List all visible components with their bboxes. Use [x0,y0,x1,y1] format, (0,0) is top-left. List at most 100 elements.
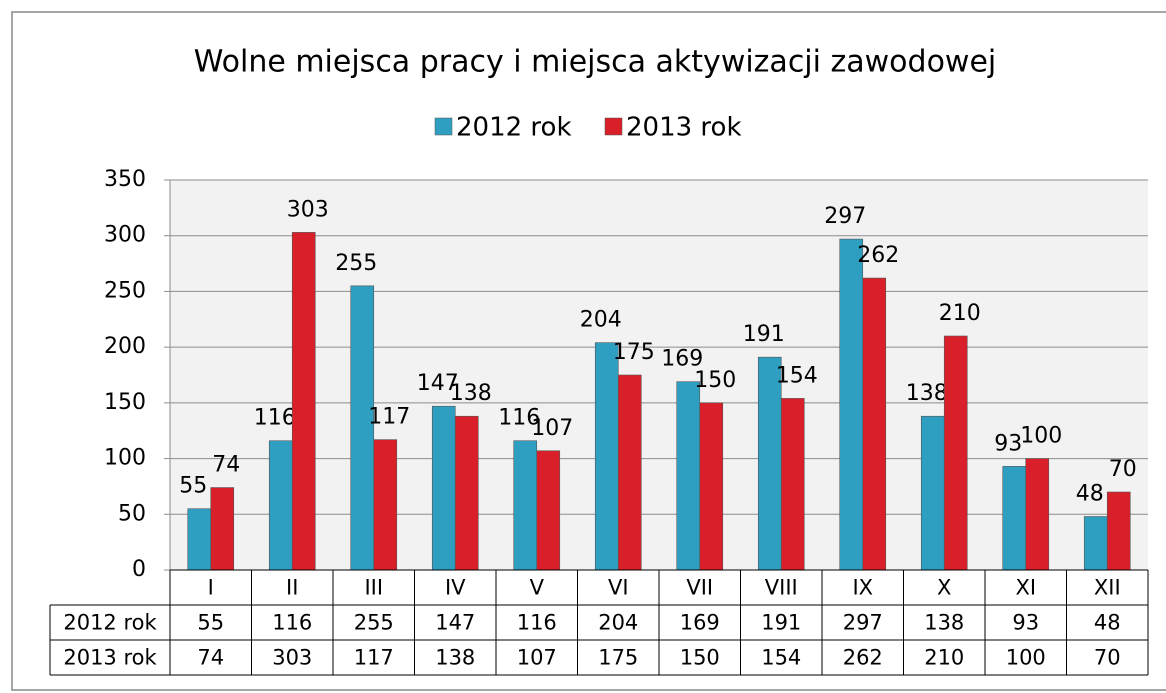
table-row-label: 2012 rok [63,611,157,635]
bar [373,439,398,571]
table-cell: 150 [680,646,720,670]
data-label: 55 [179,474,207,499]
table-cell: 116 [517,611,557,635]
data-label: 117 [368,405,410,430]
table-cell: 191 [761,611,801,635]
table-cell: 117 [354,646,394,670]
y-tick-label: 50 [118,501,146,526]
bar [1083,516,1108,571]
table-cell: 100 [1006,646,1046,670]
bar [862,277,887,571]
data-label: 74 [212,453,240,478]
data-label: 204 [580,308,622,333]
table-cell: 70 [1094,646,1121,670]
x-tick-label: X [937,576,951,600]
x-tick-label: III [364,576,383,600]
table-cell: 210 [924,646,964,670]
data-label: 107 [531,416,573,441]
x-tick-label: VI [608,576,629,600]
table-cell: 255 [354,611,394,635]
y-tick-label: 150 [104,390,146,415]
table-cell: 147 [435,611,475,635]
table-cell: 169 [680,611,720,635]
data-label: 210 [939,301,981,326]
data-label: 169 [661,347,703,372]
bar [187,508,212,571]
data-label: 297 [824,204,866,229]
table-cell: 175 [598,646,638,670]
bar [454,415,479,571]
bar [780,398,805,571]
x-tick-label: IX [852,576,873,600]
bar [291,232,316,571]
data-label: 191 [743,322,785,347]
bar [594,342,619,571]
data-label: 150 [694,368,736,393]
table-cell: 55 [197,611,224,635]
legend-label: 2012 rok [456,113,572,143]
data-label: 70 [1109,457,1137,482]
bar [1025,458,1050,571]
bar [1106,491,1131,571]
table-cell: 93 [1012,611,1039,635]
data-label: 154 [776,363,818,388]
bar [1002,466,1027,571]
x-tick-label: VIII [765,576,798,600]
data-label: 303 [287,197,329,222]
y-tick-label: 350 [104,167,146,192]
x-tick-label: II [286,576,298,600]
x-tick-label: VII [686,576,713,600]
y-tick-label: 100 [104,446,146,471]
data-label: 48 [1076,482,1104,507]
data-label: 147 [417,371,459,396]
data-label: 116 [498,406,540,431]
data-label: 175 [613,340,655,365]
x-tick-label: V [530,576,545,600]
bar [210,487,235,571]
data-label: 255 [335,251,377,276]
bar [839,238,864,571]
table-cell: 154 [761,646,801,670]
bar [943,335,968,571]
table-row-label: 2013 rok [63,646,157,670]
bar [920,415,945,571]
legend-swatch [604,117,623,136]
data-label: 100 [1020,424,1062,449]
data-label: 138 [906,381,948,406]
table-cell: 107 [517,646,557,670]
table-cell: 138 [924,611,964,635]
plot-area [170,180,1148,570]
table-cell: 48 [1094,611,1121,635]
x-tick-label: XI [1015,576,1036,600]
legend-swatch [434,117,453,136]
table-cell: 204 [598,611,638,635]
table-cell: 74 [197,646,224,670]
y-tick-label: 0 [132,557,146,582]
bar [757,356,782,571]
bar [617,374,642,571]
bar [431,405,456,571]
table-cell: 116 [272,611,312,635]
chart-title: Wolne miejsca pracy i miejsca aktywizacj… [194,45,997,80]
bar [513,440,538,571]
table-cell: 297 [843,611,883,635]
x-tick-label: IV [445,576,466,600]
table-cell: 138 [435,646,475,670]
x-tick-label: I [208,576,214,600]
bar [699,402,724,571]
bar [676,381,701,571]
y-tick-label: 250 [104,278,146,303]
x-tick-label: XII [1094,576,1121,600]
bar [536,450,561,571]
data-label: 93 [994,431,1022,456]
data-label: 262 [857,243,899,268]
y-tick-label: 200 [104,334,146,359]
table-cell: 262 [843,646,883,670]
data-label: 138 [450,381,492,406]
table-cell: 303 [272,646,312,670]
y-tick-label: 300 [104,223,146,248]
data-label: 116 [254,406,296,431]
bar [268,440,293,571]
legend-label: 2013 rok [626,113,742,143]
